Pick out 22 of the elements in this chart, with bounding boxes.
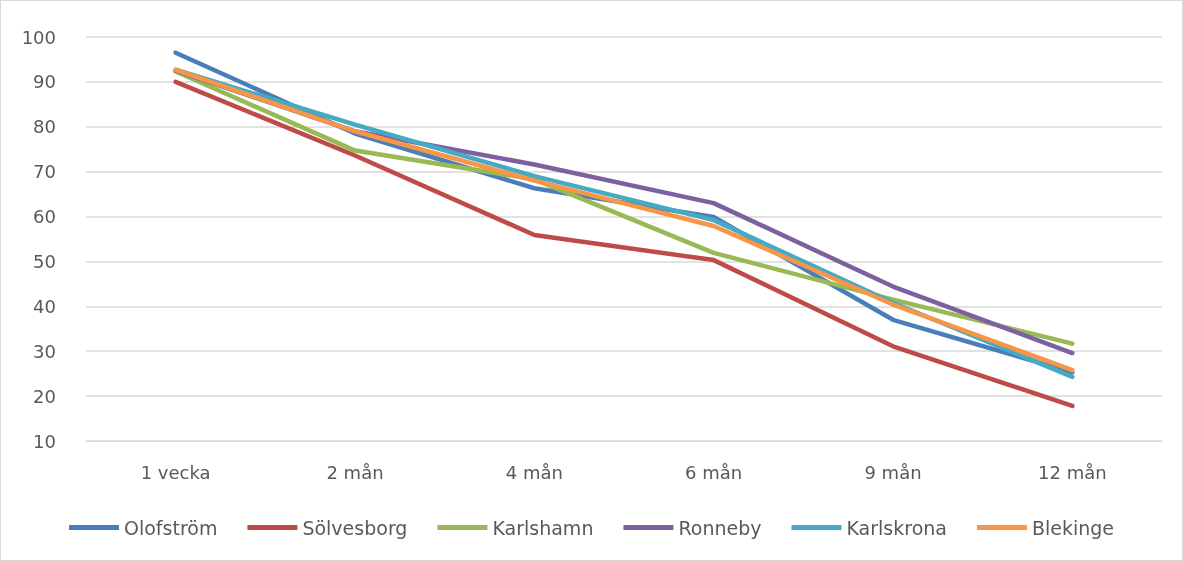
legend-label: Karlshamn (492, 516, 594, 539)
y-tick-label: 10 (33, 430, 56, 452)
y-tick-label: 20 (33, 385, 56, 407)
legend-label: Ronneby (678, 516, 762, 539)
y-tick-label: 30 (33, 340, 56, 362)
x-tick-label: 2 mån (326, 461, 384, 483)
x-tick-label: 4 mån (505, 461, 563, 483)
legend-label: Karlskrona (846, 516, 947, 539)
y-tick-label: 70 (33, 161, 56, 183)
y-tick-label: 60 (33, 206, 56, 228)
x-tick-label: 6 mån (685, 461, 743, 483)
y-tick-label: 40 (33, 295, 56, 317)
legend-label: Olofström (123, 516, 218, 539)
legend-label: Sölvesborg (302, 516, 408, 539)
legend-label: Blekinge (1031, 516, 1115, 539)
y-tick-label: 90 (33, 71, 56, 93)
y-tick-label: 100 (21, 26, 56, 48)
x-tick-label: 1 vecka (140, 461, 211, 483)
x-tick-label: 12 mån (1038, 461, 1107, 483)
x-tick-label: 9 mån (864, 461, 922, 483)
y-tick-label: 80 (33, 116, 56, 138)
y-tick-label: 50 (33, 250, 56, 272)
